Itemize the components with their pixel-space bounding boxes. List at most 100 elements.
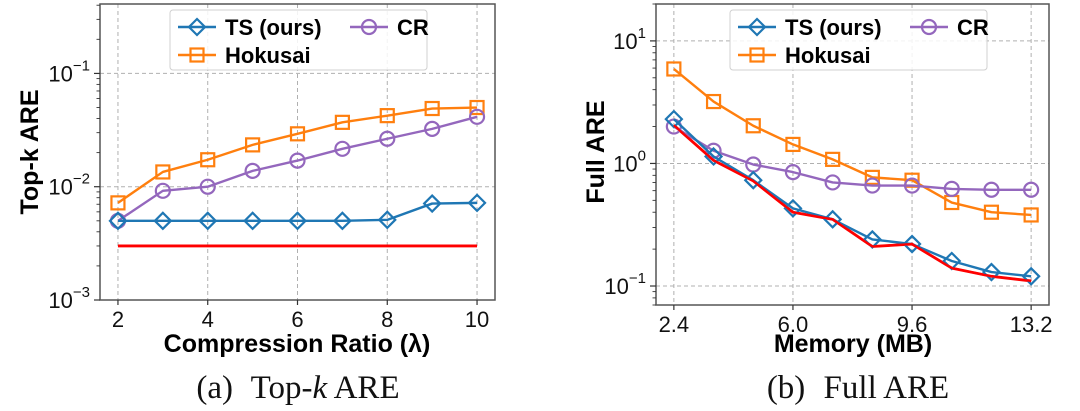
caption-a-italic: k: [313, 370, 329, 406]
legend-a: TS (ours) CR Hokusai: [169, 9, 429, 71]
data-point-diamond: [467, 193, 487, 213]
y-tick-exponent: 0: [638, 147, 646, 164]
caption-b-prefix: (b): [767, 370, 805, 406]
data-point-square: [200, 152, 216, 168]
series-line: [117, 115, 478, 222]
legend-b: TS (ours) CR Hokusai: [729, 9, 989, 71]
data-point-square: [155, 164, 171, 180]
y-axis-title-b: Full ARE: [582, 100, 610, 203]
legend-entry: Hokusai: [738, 43, 871, 68]
legend-entry: CR: [910, 15, 989, 40]
legend-marker-square: [749, 47, 765, 63]
x-axis-title-a: Compression Ratio (λ): [164, 330, 431, 358]
legend-label: TS (ours): [785, 15, 882, 40]
data-point-diamond: [1021, 266, 1041, 286]
y-tick-label: 101: [613, 25, 646, 54]
data-point-square: [424, 100, 440, 117]
data-point-diamond: [332, 211, 352, 231]
plot-border: [655, 3, 1050, 306]
data-point-circle: [379, 130, 396, 147]
data-point-circle: [864, 177, 881, 194]
x-tick-label: 2: [112, 307, 124, 332]
legend-marker-circle: [360, 18, 378, 36]
legend-label: TS (ours): [225, 15, 322, 40]
caption-b-text: Full ARE: [824, 370, 950, 406]
data-point-diamond: [664, 109, 684, 129]
data-point-square: [785, 136, 801, 153]
data-point-diamond: [153, 211, 173, 231]
x-tick-label: 8: [381, 307, 393, 332]
series-line: [673, 118, 1032, 278]
data-point-diamond: [243, 211, 263, 231]
x-tick-label: 2.4: [659, 312, 690, 337]
caption-a: (a) Top-k ARE: [196, 370, 399, 406]
data-point-diamond: [422, 194, 442, 214]
data-point-square: [245, 137, 261, 153]
series-hokusai: [666, 61, 1039, 223]
plot-frame-b: [655, 3, 1050, 306]
data-point-diamond: [823, 209, 843, 229]
series-ts-ours: [664, 109, 1041, 286]
data-point-diamond: [108, 211, 128, 231]
y-tick-label: 10−2: [48, 171, 90, 200]
data-point-circle: [784, 164, 802, 181]
data-point-diamond: [902, 234, 922, 254]
data-point-diamond: [783, 198, 803, 218]
x-axis-title-b: Memory (MB): [774, 330, 932, 358]
legend-marker-square: [189, 47, 205, 63]
y-tick-base: 10: [48, 288, 72, 313]
y-tick-base: 10: [48, 175, 72, 200]
legend-entry: TS (ours): [178, 15, 322, 40]
series-cr: [665, 118, 1040, 198]
data-point-circle: [903, 177, 921, 194]
legend-marker-diamond: [187, 17, 207, 37]
x-tick-label: 6.0: [778, 312, 809, 337]
series-reference: [672, 124, 1032, 283]
series-line: [117, 106, 478, 204]
data-point-diamond: [287, 211, 308, 231]
legend-marker-circle: [920, 18, 938, 36]
y-tick-label: 10−3: [48, 284, 90, 313]
legend-entry: TS (ours): [738, 15, 882, 40]
series-hokusai: [110, 99, 485, 211]
data-point-circle: [334, 140, 351, 157]
data-point-square: [1023, 207, 1039, 223]
y-tick-base: 10: [604, 274, 628, 299]
series-layer-a: [108, 99, 487, 248]
y-tick-label: 10−1: [604, 270, 646, 299]
data-point-square: [334, 114, 350, 130]
legend-marker-diamond: [747, 17, 767, 37]
data-point-square: [666, 61, 682, 77]
y-tick-exponent: −2: [73, 171, 90, 188]
series-cr: [109, 108, 486, 229]
series-line: [673, 125, 1032, 191]
series-line: [672, 124, 1032, 283]
x-tick-label: 9.6: [897, 312, 928, 337]
series-line: [673, 68, 1032, 217]
legend-label: CR: [397, 15, 429, 40]
y-tick-label: 100: [613, 147, 646, 176]
y-tick-exponent: −1: [73, 57, 90, 74]
data-point-circle: [424, 120, 441, 137]
x-tick-label: 10: [465, 307, 489, 332]
legend-label: CR: [957, 15, 989, 40]
caption-a-text: Top-: [251, 370, 313, 406]
legend-label: Hokusai: [785, 43, 871, 68]
data-point-diamond: [198, 211, 218, 231]
legend-entry: Hokusai: [178, 43, 311, 68]
y-axis-title-a: Top-k ARE: [16, 90, 44, 215]
data-point-square: [864, 169, 880, 185]
caption-a-text-after: ARE: [327, 370, 399, 406]
series-layer-b: [664, 61, 1041, 286]
y-tick-exponent: −3: [73, 284, 90, 301]
y-tick-base: 10: [48, 61, 72, 86]
data-point-circle: [824, 174, 841, 191]
caption-b: (b) Full ARE: [767, 370, 949, 406]
legend-label: Hokusai: [225, 43, 311, 68]
data-point-diamond: [704, 146, 724, 167]
data-point-square: [983, 204, 1000, 220]
